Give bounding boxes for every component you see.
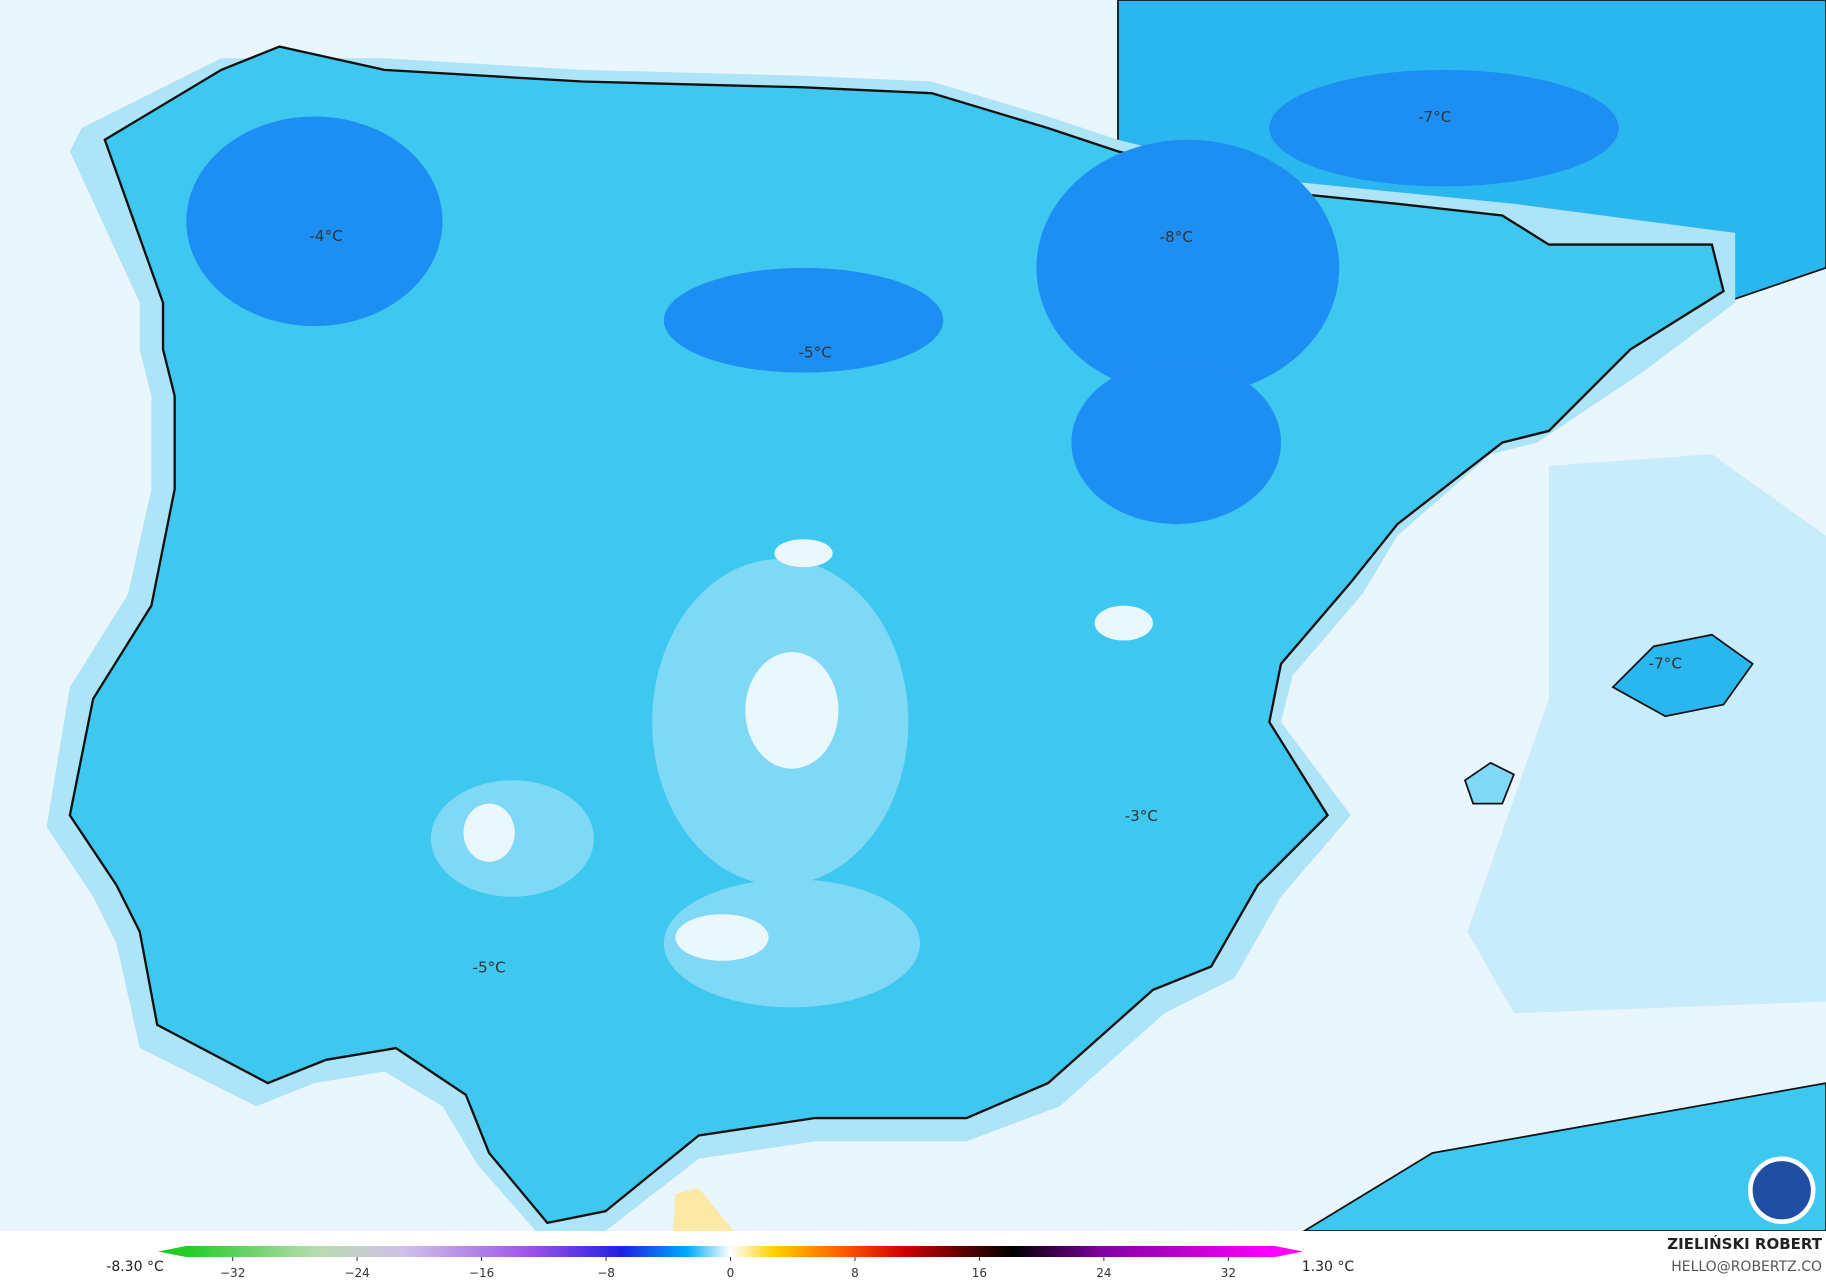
cold-areas — [186, 69, 1619, 525]
temperature-label: -5°C — [472, 958, 505, 976]
cold-area — [186, 116, 443, 327]
email: HELLO@ROBERTZ.CO — [1671, 1259, 1822, 1275]
colorbar-arrow-right — [1275, 1246, 1303, 1257]
warm-spot — [774, 539, 833, 568]
colorbar — [186, 1246, 1275, 1257]
cold-area — [663, 267, 944, 373]
temperature-label: -7°C — [1418, 108, 1451, 126]
max-label: 1.30 °C — [1302, 1259, 1355, 1275]
colorbar-tick-label: −24 — [344, 1266, 369, 1280]
sea-cold-area — [1467, 454, 1826, 1014]
warm-spot — [745, 652, 839, 769]
temperature-map: -4°C -5°C -8°C -7°C -5°C -3°C -7°C — [0, 0, 1826, 1231]
temperature-label: -3°C — [1125, 807, 1158, 825]
temperature-label: -5°C — [799, 343, 832, 361]
warm-spot — [1094, 605, 1153, 641]
min-label: -8.30 °C — [106, 1259, 164, 1275]
colorbar-tick-label: 32 — [1221, 1266, 1236, 1280]
mild-area — [663, 879, 920, 1008]
mallorca — [1611, 633, 1754, 718]
colorbar-tick-label: 24 — [1096, 1266, 1111, 1280]
author: ZIELIŃSKI ROBERT — [1667, 1234, 1822, 1253]
cold-area — [1036, 139, 1340, 396]
colorbar-tick-label: 16 — [972, 1266, 987, 1280]
cold-area — [1071, 361, 1281, 525]
warm-spot — [463, 803, 515, 862]
colorbar-tick-label: −32 — [220, 1266, 245, 1280]
north-africa — [1302, 1082, 1826, 1231]
cold-area — [1269, 69, 1619, 187]
warm-spot — [675, 914, 769, 961]
ibiza — [1463, 761, 1516, 805]
temperature-label: -7°C — [1649, 654, 1682, 672]
warm-spots — [463, 539, 1153, 961]
temperature-label: -8°C — [1160, 228, 1193, 246]
temperature-label: -4°C — [309, 227, 342, 245]
colorbar-tick-label: −8 — [597, 1266, 615, 1280]
noaa-logo — [1747, 1156, 1816, 1225]
legend-bar: -8.30 °C 1.30 °C ZIELIŃSKI ROBERT HELLO@… — [106, 1234, 1822, 1280]
colorbar-arrow-left — [158, 1246, 186, 1257]
warm-sea — [673, 1187, 734, 1231]
colorbar-tick-label: 0 — [727, 1266, 735, 1280]
colorbar-tick-label: 8 — [851, 1266, 859, 1280]
colorbar-tick-label: −16 — [469, 1266, 494, 1280]
